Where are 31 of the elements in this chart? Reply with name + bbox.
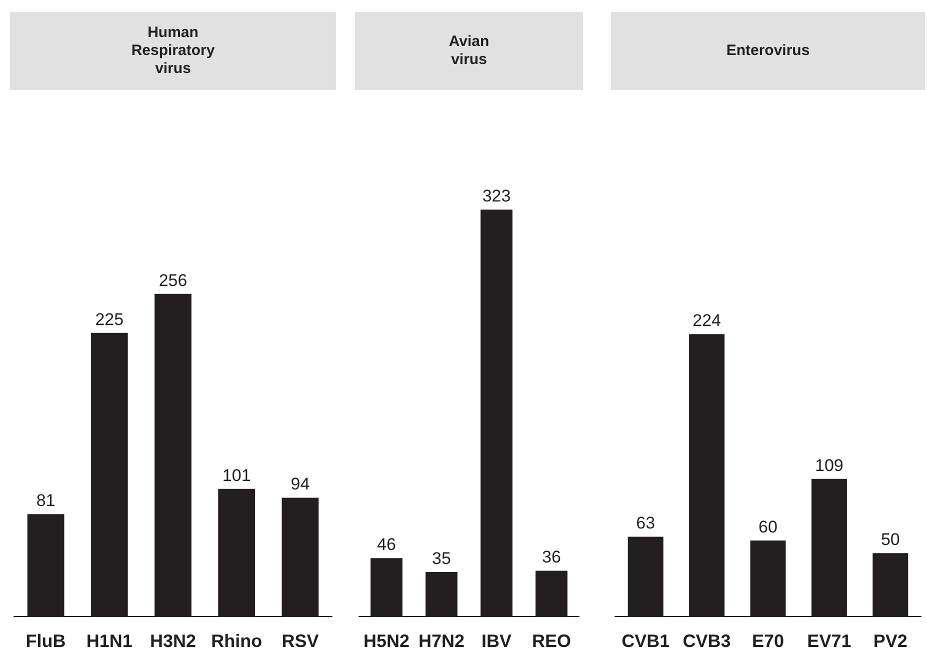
x-tick-label: H5N2	[363, 631, 410, 651]
data-label: 35	[432, 548, 451, 568]
data-label: 109	[815, 456, 844, 475]
data-label: 101	[222, 466, 251, 485]
x-tick-label: CVB3	[682, 631, 731, 651]
chart-title: Human Respiratory virus	[10, 12, 336, 90]
data-label: 94	[290, 474, 310, 494]
chart-title: Enterovirus	[611, 12, 925, 90]
data-label: 36	[542, 548, 561, 567]
x-tick-label: Rhino	[211, 631, 262, 651]
x-tick-label: H1N1	[86, 631, 132, 651]
data-label: 323	[482, 186, 511, 206]
data-label: 256	[158, 270, 188, 290]
x-tick-label: IBV	[481, 631, 512, 651]
x-tick-label: REO	[532, 631, 572, 651]
data-label: 225	[95, 310, 124, 329]
x-tick-label: CVB1	[622, 631, 670, 651]
data-label: 60	[758, 518, 778, 537]
x-tick-label: EV71	[807, 631, 852, 651]
data-label: 50	[880, 530, 900, 550]
x-tick-label: RSV	[282, 631, 319, 651]
x-tick-label: H7N2	[418, 631, 465, 651]
x-tick-label: FluB	[26, 631, 66, 651]
x-tick-label: E70	[752, 631, 784, 651]
data-label: 46	[377, 535, 396, 554]
data-label: 81	[36, 491, 56, 510]
data-label: 224	[692, 311, 721, 330]
x-tick-label: H3N2	[150, 631, 196, 651]
chart-title: Avian virus	[355, 12, 583, 90]
data-label: 63	[636, 514, 656, 533]
x-tick-label: PV2	[873, 631, 908, 651]
